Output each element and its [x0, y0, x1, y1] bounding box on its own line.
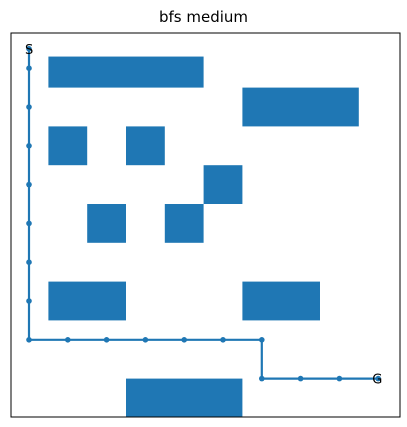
path-point-7	[26, 298, 32, 304]
obstacle-8	[242, 281, 320, 321]
path-layer	[26, 46, 382, 382]
path-point-9	[65, 337, 71, 343]
path-point-13	[220, 337, 226, 343]
path-point-0	[26, 46, 32, 52]
obstacle-7	[48, 281, 126, 321]
goal-label: G	[372, 373, 382, 388]
labels-layer: SG	[25, 43, 382, 388]
path-point-4	[26, 181, 32, 188]
start-label: S	[25, 43, 33, 58]
obstacle-3	[126, 126, 165, 166]
obstacles-layer	[48, 56, 359, 418]
path-point-17	[336, 375, 343, 382]
obstacle-0	[48, 56, 204, 88]
obstacle-4	[203, 165, 243, 204]
path-point-1	[26, 65, 32, 71]
path-point-18	[375, 375, 382, 382]
chart-title: bfs medium	[158, 8, 249, 26]
path-point-14	[259, 337, 265, 343]
path-point-16	[297, 375, 304, 382]
path-point-2	[26, 104, 32, 110]
path-point-12	[181, 337, 187, 343]
path-point-15	[259, 375, 265, 382]
path-point-6	[26, 259, 32, 266]
obstacle-6	[164, 204, 204, 243]
plot-frame	[10, 32, 401, 418]
path-point-11	[142, 337, 149, 343]
obstacle-9	[126, 378, 243, 418]
obstacle-1	[242, 87, 359, 127]
path-point-5	[26, 220, 32, 227]
path-point-8	[26, 337, 32, 343]
path-point-3	[26, 143, 32, 149]
obstacle-5	[87, 204, 126, 243]
path-point-10	[103, 337, 110, 343]
obstacle-2	[48, 126, 88, 166]
